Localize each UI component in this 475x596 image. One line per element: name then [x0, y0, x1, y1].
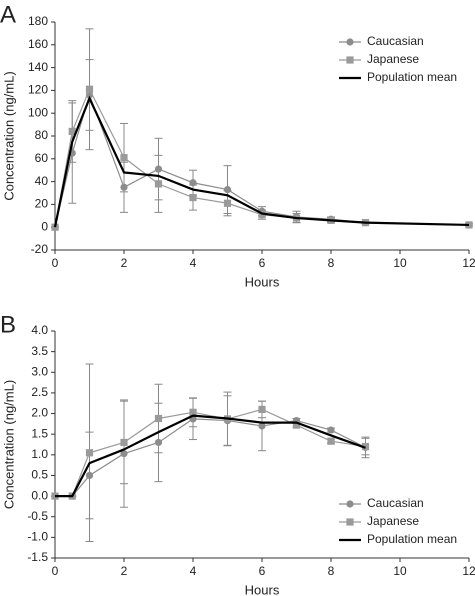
x-tick-label: 4 [190, 256, 197, 270]
marker [258, 422, 266, 430]
y-tick-label: 3.5 [31, 344, 48, 358]
x-tick-label: 10 [393, 564, 407, 578]
legend-marker [346, 38, 354, 46]
marker [327, 437, 335, 445]
marker [120, 183, 128, 191]
marker [120, 449, 128, 458]
marker [120, 154, 128, 162]
y-tick-label: -1.5 [27, 550, 48, 564]
marker [85, 449, 94, 457]
legend-label: Caucasian [367, 34, 424, 48]
y-axis-title: Concentration (ng/mL) [1, 71, 16, 200]
marker [292, 421, 301, 429]
x-axis-title: Hours [245, 582, 280, 596]
y-tick-label: 120 [28, 83, 48, 97]
y-axis-title: Concentration (ng/mL) [1, 380, 16, 509]
y-tick-label: 40 [35, 174, 49, 188]
legend-label: Population mean [367, 532, 457, 546]
y-tick-label: 80 [35, 128, 49, 142]
legend-label: Japanese [367, 514, 419, 528]
marker [189, 193, 197, 202]
x-axis-title: Hours [245, 274, 280, 289]
y-tick-label: 160 [28, 37, 48, 51]
y-tick-label: 0.0 [31, 488, 48, 502]
panel-label: A [0, 1, 16, 28]
marker [223, 185, 232, 194]
legend-marker [346, 518, 354, 526]
legend-label: Japanese [367, 52, 419, 66]
marker [361, 442, 370, 451]
marker [120, 438, 128, 447]
marker [258, 405, 266, 414]
legend-marker [346, 500, 354, 508]
marker [154, 414, 163, 423]
x-tick-label: 8 [328, 256, 335, 270]
series-line [55, 408, 366, 497]
y-tick-label: 0 [41, 219, 48, 233]
y-tick-label: 2.0 [31, 406, 48, 420]
x-tick-label: 6 [259, 256, 266, 270]
marker [465, 221, 473, 229]
x-tick-label: 2 [121, 564, 128, 578]
x-tick-label: 8 [328, 564, 335, 578]
marker [51, 223, 59, 231]
y-tick-label: -0.5 [27, 509, 48, 523]
y-tick-label: 140 [28, 60, 48, 74]
x-tick-label: 6 [259, 564, 266, 578]
x-tick-label: 4 [190, 564, 197, 578]
marker [154, 438, 163, 447]
legend-marker [346, 56, 354, 64]
marker [327, 426, 335, 434]
x-tick-label: 0 [52, 256, 59, 270]
y-tick-label: 2.5 [31, 385, 48, 399]
y-tick-label: 20 [35, 197, 49, 211]
marker [154, 180, 163, 188]
y-tick-label: -1.0 [27, 530, 48, 544]
y-tick-label: 4.0 [31, 323, 48, 337]
marker [85, 85, 94, 93]
x-tick-label: 2 [121, 256, 128, 270]
y-tick-label: 3.0 [31, 364, 48, 378]
marker [68, 127, 76, 136]
y-tick-label: 0.5 [31, 468, 48, 482]
marker [258, 211, 266, 219]
marker [154, 165, 163, 173]
y-tick-label: 60 [35, 151, 49, 165]
x-tick-label: 12 [462, 256, 475, 270]
y-tick-label: 1.5 [31, 426, 48, 440]
panel-label: B [0, 311, 16, 338]
marker [85, 471, 94, 480]
x-tick-label: 12 [462, 564, 475, 578]
y-tick-label: 1.0 [31, 447, 48, 461]
series-line [53, 95, 470, 228]
x-tick-label: 0 [52, 564, 59, 578]
series-line [55, 414, 366, 498]
x-tick-label: 10 [393, 256, 407, 270]
legend-label: Population mean [367, 70, 457, 84]
y-tick-label: -20 [31, 242, 49, 256]
y-tick-label: 100 [28, 105, 48, 119]
marker [223, 199, 232, 207]
legend-label: Caucasian [367, 496, 424, 510]
marker [189, 408, 197, 416]
y-tick-label: 180 [28, 14, 48, 28]
marker [189, 179, 197, 187]
